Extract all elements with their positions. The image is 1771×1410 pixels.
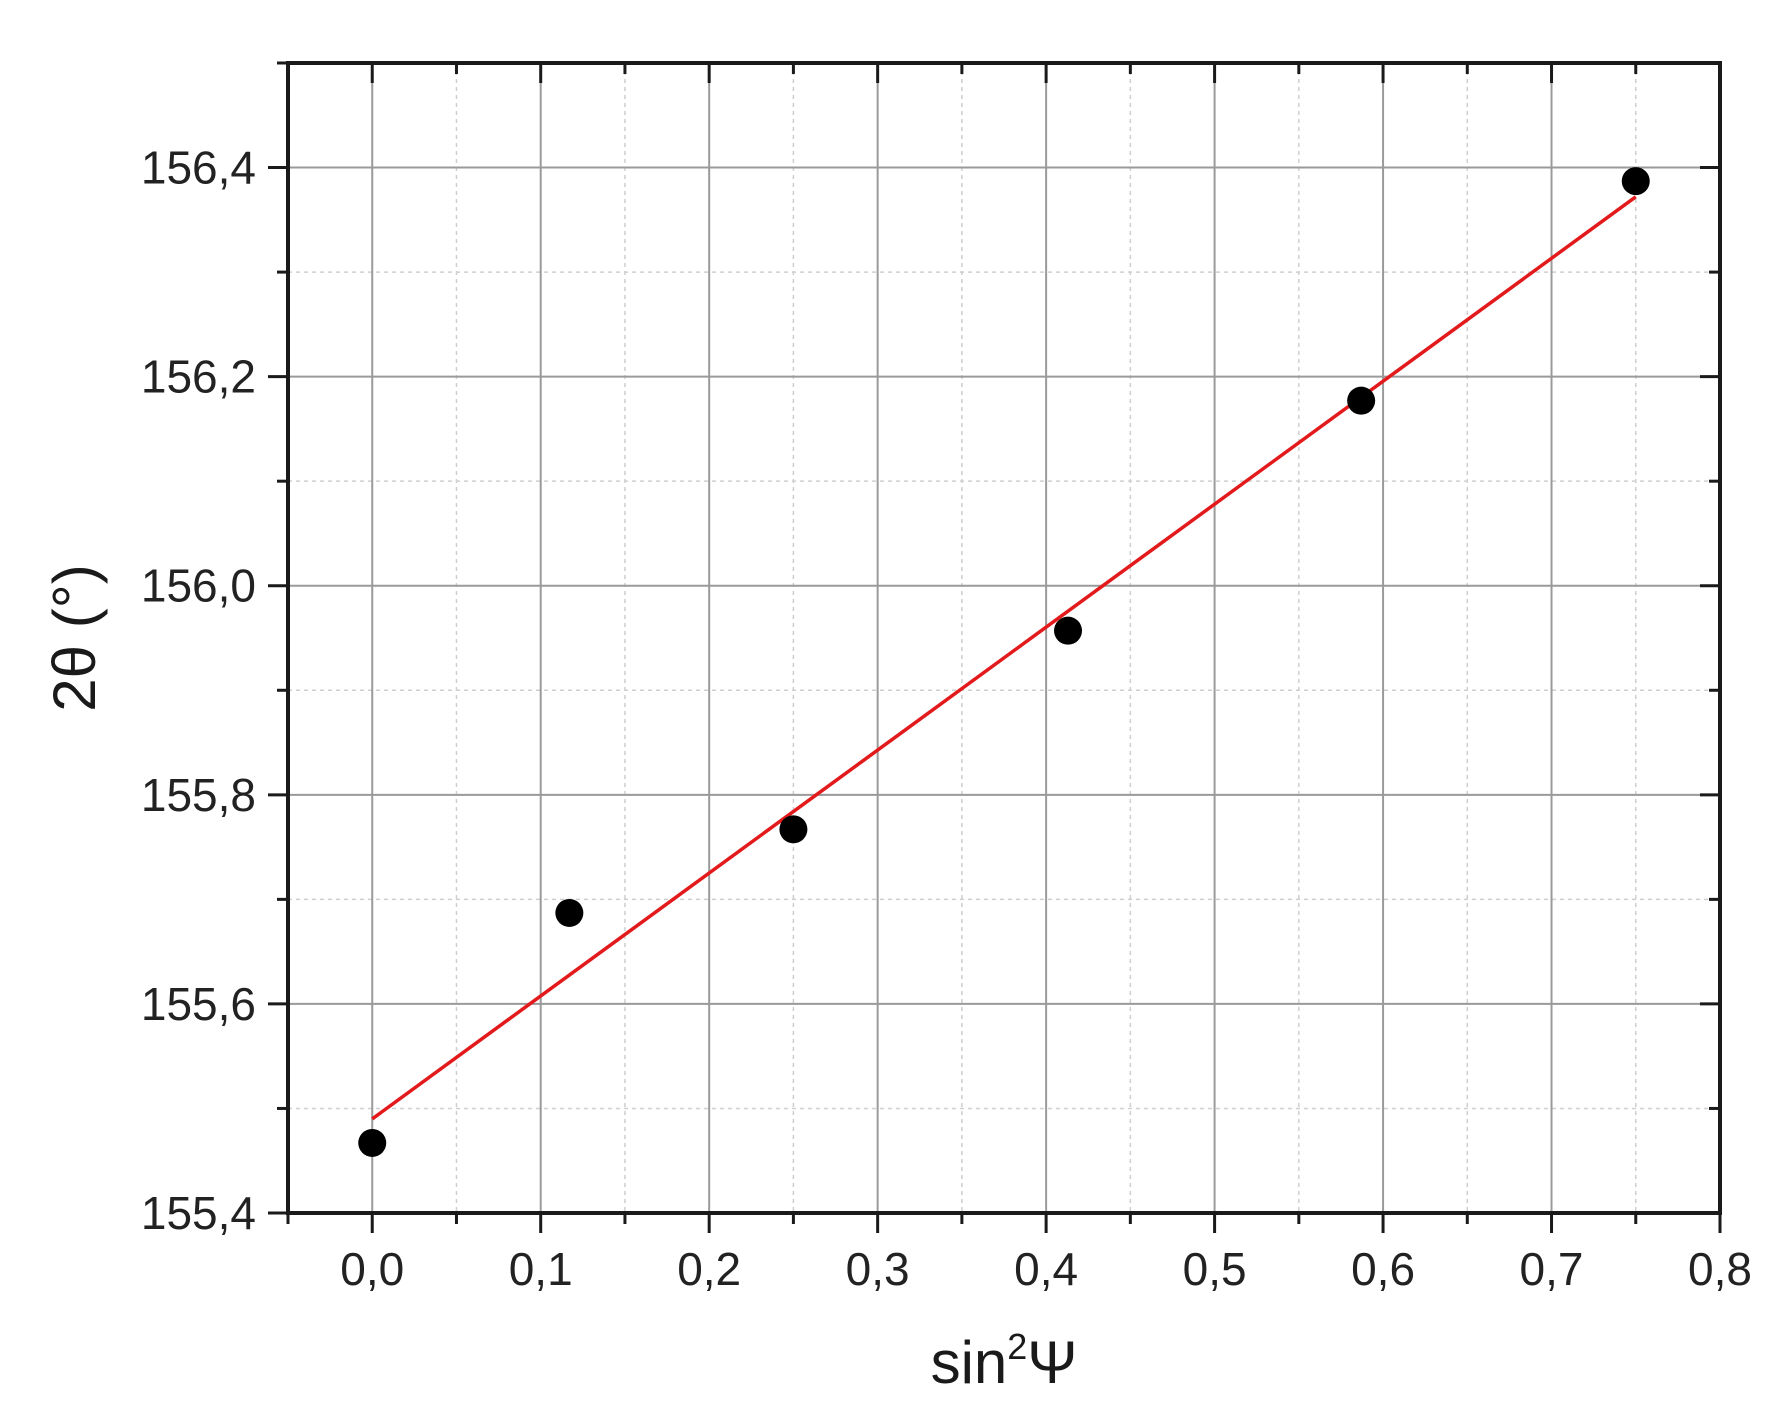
plot-area-frame [286,61,1722,1215]
y-axis-title: 2θ (°) [41,564,108,711]
linear-fit-line [371,195,1637,1121]
x-tick-label: 0,4 [1014,1243,1078,1295]
x-tick-label: 0,0 [340,1243,404,1295]
data-point [1621,167,1650,196]
x-tick-label: 0,2 [677,1243,741,1295]
tick-marks [268,61,1722,1233]
y-tick-label: 155,8 [141,769,256,821]
y-tick-label: 156,0 [141,560,256,612]
data-points [358,167,1650,1157]
y-tick-label: 155,6 [141,978,256,1030]
x-tick-label: 0,6 [1351,1243,1415,1295]
x-tick-label: 0,5 [1183,1243,1247,1295]
y-tick-label: 156,4 [141,142,256,194]
x-tick-label: 0,3 [846,1243,910,1295]
data-point [555,898,584,927]
data-point [779,815,808,844]
data-point [1054,616,1083,645]
y-tick-label: 156,2 [141,351,256,403]
data-point [358,1128,387,1157]
fit-line-layer [371,195,1637,1121]
x-tick-label: 0,7 [1520,1243,1584,1295]
y-tick-label: 155,4 [141,1187,256,1239]
x-axis-title: sin2Ψ [931,1326,1078,1396]
data-point [1347,386,1376,415]
grid [287,62,1721,1214]
x-tick-label: 0,8 [1688,1243,1752,1295]
y-tick-labels: 155,4 155,6 155,8 156,0 156,2 156,4 [141,142,256,1239]
x-tick-labels: 0,0 0,1 0,2 0,3 0,4 0,5 0,6 0,7 0,8 [340,1243,1752,1295]
x-tick-label: 0,1 [509,1243,573,1295]
